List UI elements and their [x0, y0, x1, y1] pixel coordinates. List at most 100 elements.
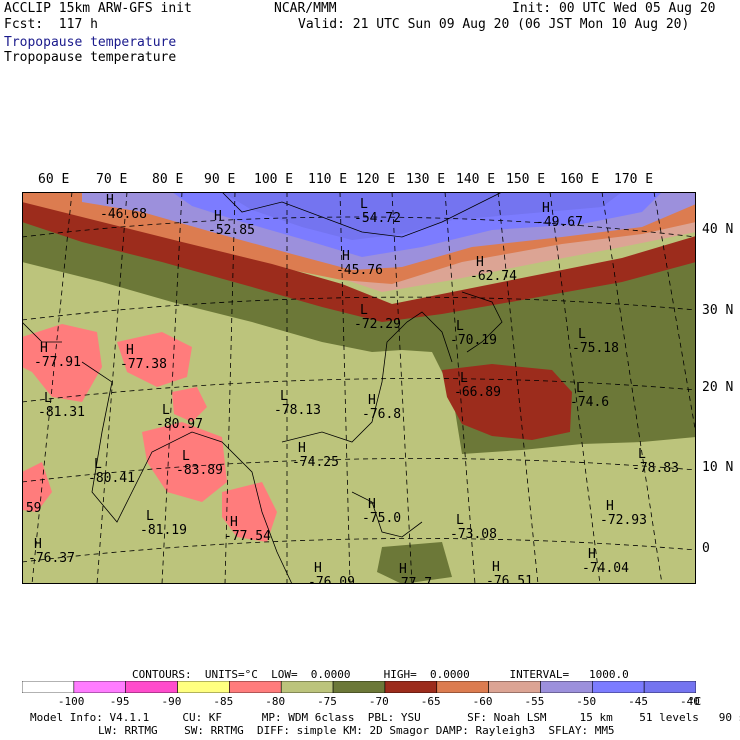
extremum-value: -77.38: [120, 357, 167, 372]
colorbar-tick-label: -100: [57, 695, 85, 708]
colorbar-tick-label: -45: [628, 695, 649, 708]
lon-label: 150 E: [506, 172, 546, 187]
extremum-value: -54.72: [354, 211, 401, 226]
extremum-value: -77.54: [224, 529, 271, 544]
extremum-type: L: [456, 319, 464, 334]
extremum-type: H: [542, 201, 550, 216]
extremum-value: -52.85: [208, 223, 255, 238]
colorbar-swatch: [280, 681, 334, 693]
colorbar-swatch: [332, 681, 386, 693]
extremum-value: -75.0: [362, 511, 401, 526]
lat-label: 10 N: [702, 460, 734, 475]
colorbar-swatch: [229, 681, 282, 693]
cold-patch-5: [22, 462, 52, 512]
extremum-value: -70.19: [450, 333, 497, 348]
extremum-value: -46.68: [100, 207, 147, 222]
extremum-type: H: [476, 255, 484, 270]
extremum-type: H: [368, 497, 376, 512]
model-info-line2: LW: RRTMG SW: RRTMG DIFF: simple KM: 2D …: [98, 724, 615, 737]
init-time: Init: 00 UTC Wed 05 Aug 20: [512, 1, 716, 16]
colorbar-swatch: [540, 681, 593, 693]
colorbar-tick-label: -80: [265, 695, 286, 708]
extremum-value: -76.51: [486, 574, 533, 584]
extremum-type: L: [638, 447, 646, 462]
extremum-value: -76.37: [28, 551, 75, 566]
cold-patch-1: [22, 324, 102, 402]
lon-label: 100 E: [254, 172, 294, 187]
extremum-type: H: [314, 561, 322, 576]
cold-patch-2: [117, 332, 192, 387]
model-info-line1: Model Info: V4.1.1 CU: KF MP: WDM 6class…: [30, 711, 740, 724]
colorbar-tick-label: -50: [576, 695, 597, 708]
lon-label: 110 E: [308, 172, 348, 187]
map-frame: [22, 192, 696, 584]
field-title-blue: Tropopause temperature: [4, 35, 177, 50]
cold-patch-3: [142, 422, 227, 502]
extremum-type: H: [214, 209, 222, 224]
extremum-type: H: [230, 515, 238, 530]
colorbar-tick-label: -95: [109, 695, 130, 708]
extremum-value: -76.8: [362, 407, 401, 422]
extremum-value: -66.89: [454, 385, 501, 400]
lon-label: 60 E: [38, 172, 70, 187]
colorbar-tick-label: °C: [688, 695, 702, 708]
extremum-value: -77.7: [393, 576, 432, 584]
lat-label: 30 N: [702, 303, 734, 318]
lon-label: 120 E: [356, 172, 396, 187]
extremum-value: -73.08: [450, 527, 497, 542]
valid-time: Valid: 21 UTC Sun 09 Aug 20 (06 JST Mon …: [298, 17, 690, 32]
extremum-type: H: [368, 393, 376, 408]
extremum-type: L: [576, 381, 584, 396]
lat-label: 20 N: [702, 380, 734, 395]
extremum-value: -75.18: [572, 341, 619, 356]
lon-label: 140 E: [456, 172, 496, 187]
extremum-type: L: [280, 389, 288, 404]
model-title: ACCLIP 15km ARW-GFS init: [4, 1, 192, 16]
org-label: NCAR/MMM: [274, 1, 337, 16]
extremum-type: L: [44, 391, 52, 406]
colorbar-tick-label: -65: [420, 695, 441, 708]
extremum-type: L: [578, 327, 586, 342]
warm-anomaly: [442, 364, 572, 440]
extremum-value: -62.74: [470, 269, 517, 284]
extremum-type: H: [342, 249, 350, 264]
extremum-type: H: [606, 499, 614, 514]
extremum-value: -45.76: [336, 263, 383, 278]
lat-label: 40 N: [702, 222, 734, 237]
band-minus65: [22, 202, 696, 330]
colorbar-swatch: [73, 681, 126, 693]
band-minus70-south: [377, 542, 452, 584]
colorbar: [22, 681, 696, 693]
extremum-value: -78.13: [274, 403, 321, 418]
extremum-value: -74.25: [292, 455, 339, 470]
extremum-value: -78.83: [632, 461, 679, 476]
colorbar-tick-label: -70: [368, 695, 389, 708]
colorbar-tick-label: -55: [524, 695, 545, 708]
colorbar-swatch: [592, 681, 645, 693]
lon-label: 90 E: [204, 172, 236, 187]
extremum-type: L: [94, 457, 102, 472]
colorbar-swatch: [643, 681, 696, 693]
extremum-type: H: [492, 560, 500, 575]
extremum-type: H: [126, 343, 134, 358]
field-title: Tropopause temperature: [4, 50, 177, 65]
extremum-type: L: [182, 449, 190, 464]
colorbar-tick-label: -90: [161, 695, 182, 708]
lon-label: 170 E: [614, 172, 654, 187]
lon-label: 80 E: [152, 172, 184, 187]
colorbar-swatch: [177, 681, 230, 693]
forecast-hour: Fcst: 117 h: [4, 17, 98, 32]
lon-label: 160 E: [560, 172, 600, 187]
extremum-type: H: [588, 547, 596, 562]
extremum-type: H: [399, 562, 407, 577]
extremum-type: L: [162, 403, 170, 418]
extremum-type: L: [456, 513, 464, 528]
graticule: [22, 192, 696, 584]
colorbar-tick-label: -60: [472, 695, 493, 708]
colorbar-swatch: [22, 681, 75, 693]
lon-label: 70 E: [96, 172, 128, 187]
extremum-value: -49.67: [536, 215, 583, 230]
colorbar-tick-label: -40: [680, 695, 700, 708]
extrema-labels: H-46.68 H-52.85L-54.72H-49.67H-45.76H-62.…: [22, 193, 679, 584]
extremum-type: L: [360, 197, 368, 212]
